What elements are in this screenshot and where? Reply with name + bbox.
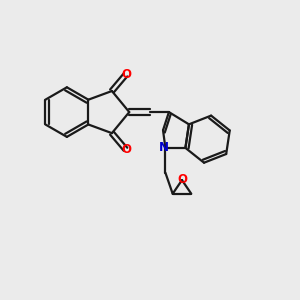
Text: O: O	[177, 173, 187, 186]
Text: O: O	[121, 68, 131, 81]
Text: O: O	[121, 143, 131, 156]
Text: N: N	[159, 141, 169, 154]
